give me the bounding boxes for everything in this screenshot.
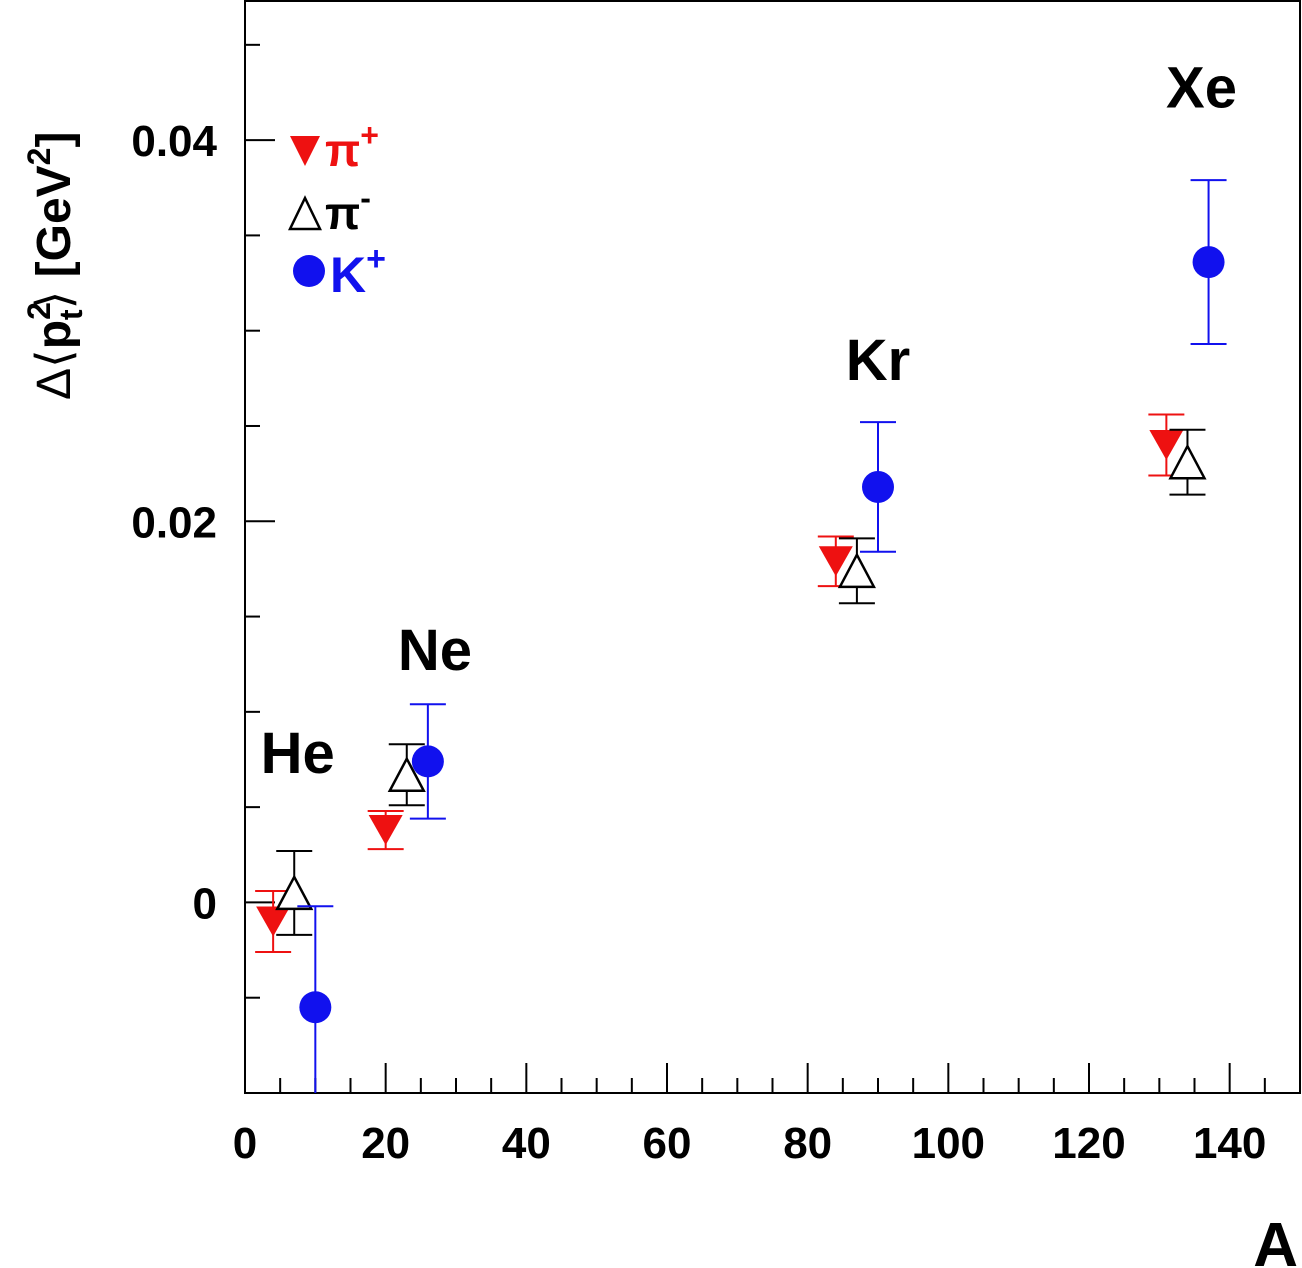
data-point (387, 756, 426, 792)
y-label-unit-close: ] (28, 132, 81, 148)
x-tick-label: 80 (783, 1119, 832, 1168)
data-point (275, 874, 314, 911)
y-label-delta: Δ (28, 368, 81, 400)
x-axis-label: A (1253, 1211, 1298, 1268)
legend-label-k-plus-main: K (330, 247, 366, 303)
plot-frame (244, 0, 1301, 1094)
data-point (256, 906, 291, 937)
annotation-xe: Xe (1166, 56, 1237, 121)
data-point (1168, 443, 1207, 480)
data-point (368, 815, 403, 846)
y-label-open: ⟨ (28, 349, 81, 368)
y-label-close: ⟩ (28, 291, 81, 310)
annotation-ne: Ne (398, 618, 472, 683)
data-series (255, 179, 1227, 1093)
y-label-sub: t (53, 309, 89, 320)
data-point (1192, 246, 1225, 279)
y-label-p: p (28, 320, 81, 349)
y-tick-label: 0.02 (131, 498, 217, 547)
legend-label-pi-minus-main: π (325, 187, 360, 239)
x-tick-label: 40 (502, 1119, 551, 1168)
x-axis-ticks (244, 1063, 1301, 1093)
data-point (411, 745, 444, 778)
y-axis-tick-labels: 0 0.02 0.04 (131, 117, 217, 928)
data-point (1149, 430, 1184, 461)
y-label-unit-open: [GeV (28, 165, 81, 290)
x-tick-label: 100 (912, 1119, 985, 1168)
series--minus (275, 428, 1207, 936)
legend-label-k-plus-sup: + (366, 240, 386, 278)
legend-marker-pi-minus (288, 195, 322, 231)
legend: π+ π- K+ (288, 117, 386, 303)
y-label-unit-sup: 2 (21, 148, 57, 166)
legend-label-pi-minus: π- (325, 180, 371, 239)
series--minusplus (255, 413, 1185, 953)
y-axis-label: Δ⟨p2t⟩ [GeV2] (21, 132, 89, 400)
data-point (862, 470, 894, 503)
y-label-sup: 2 (21, 302, 57, 320)
legend-label-k-plus: K+ (330, 240, 386, 303)
legend-label-pi-plus: π+ (325, 117, 379, 176)
y-axis-ticks (245, 43, 275, 1094)
x-tick-label: 140 (1193, 1119, 1266, 1168)
annotation-he: He (261, 721, 335, 786)
legend-label-pi-minus-sup: - (360, 180, 371, 216)
legend-label-pi-plus-main: π (325, 124, 360, 176)
y-tick-label: 0 (193, 879, 217, 928)
legend-marker-pi-plus (290, 136, 320, 166)
annotation-kr: Kr (846, 328, 910, 393)
x-tick-label: 0 (233, 1119, 257, 1168)
legend-label-pi-plus-sup: + (360, 117, 379, 153)
nucleus-annotations: He Ne Kr Xe (261, 56, 1237, 786)
series-k-minusplus (297, 179, 1227, 1093)
x-tick-label: 60 (643, 1119, 692, 1168)
data-point (837, 552, 876, 589)
x-axis-tick-labels: 0 20 40 60 80 100 120 140 (233, 1119, 1267, 1168)
data-point (299, 991, 332, 1024)
y-tick-label: 0.04 (131, 117, 217, 166)
x-tick-label: 20 (361, 1119, 410, 1168)
x-tick-label: 120 (1052, 1119, 1125, 1168)
data-point (818, 546, 853, 577)
legend-marker-k-plus (293, 255, 325, 287)
